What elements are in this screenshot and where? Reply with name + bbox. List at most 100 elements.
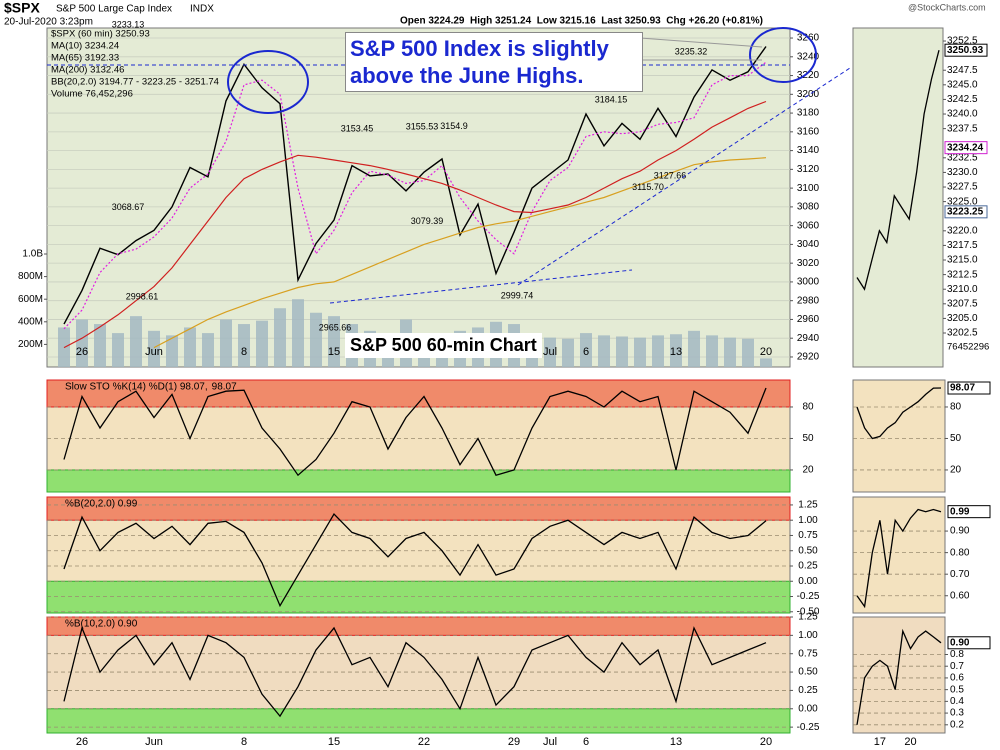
- y-tick-label: 3220.0: [947, 225, 978, 236]
- price-label: 3235.32: [675, 47, 708, 57]
- indicator-title: Slow STO %K(14) %D(1) 98.07,: [65, 382, 208, 393]
- price-line: [63, 100, 767, 349]
- y-tick-label: 3247.5: [947, 65, 978, 76]
- y-tick-label: 3140: [797, 145, 820, 156]
- panels: 2920294029602980300030203040306030803100…: [18, 20, 991, 748]
- volume-bar: [760, 358, 772, 367]
- volume-bar: [706, 335, 718, 367]
- volume-bar: [742, 338, 754, 367]
- y2-tick-label: 600M: [18, 294, 43, 305]
- volume-bar: [616, 336, 628, 367]
- panel-background: [852, 496, 946, 614]
- y-tick-label: 0.5: [950, 684, 964, 695]
- volume-bar: [580, 333, 592, 367]
- volume-bar: [256, 320, 268, 367]
- y2-tick-label: 800M: [18, 271, 43, 282]
- y-tick-label: 0.90: [950, 526, 970, 537]
- indicator-line: [63, 625, 767, 718]
- y-tick-label: 0.75: [798, 530, 818, 541]
- volume-bar: [328, 316, 340, 367]
- panel-background: [852, 27, 944, 368]
- indicator-line: [856, 50, 940, 291]
- volume-value: 76452296: [947, 342, 989, 353]
- value-tag: [947, 381, 991, 395]
- volume-bar: [94, 324, 106, 367]
- y-tick-label: 3240: [797, 51, 820, 62]
- price-label: 3127.66: [654, 171, 687, 181]
- price-label: 2965.66: [319, 323, 352, 333]
- volume-bar: [310, 312, 322, 367]
- y-tick-label: 3232.5: [947, 152, 978, 163]
- y-tick-label: 3207.5: [947, 298, 978, 309]
- price-label: 3115.70: [632, 182, 664, 192]
- y-tick-label: 3202.5: [947, 328, 978, 339]
- value-tag-label: 0.90: [950, 637, 970, 648]
- y-tick-label: 1.25: [798, 500, 818, 511]
- volume-bar: [562, 338, 574, 367]
- indicator-line: [63, 387, 767, 477]
- y-tick-label: 0.2: [950, 719, 964, 730]
- x-tick-label: 26: [76, 736, 88, 748]
- oversold-band: [46, 469, 791, 493]
- y-tick-label: 3212.5: [947, 269, 978, 280]
- quote: Open 3224.29 High 3251.24 Low 3215.16 La…: [400, 16, 763, 27]
- y-tick-label: 3230.0: [947, 167, 978, 178]
- volume-bar: [724, 337, 736, 367]
- credit: @StockCharts.com: [908, 2, 986, 12]
- x-tick-label: 8: [241, 736, 247, 748]
- price-line: [153, 157, 767, 349]
- volume-bar: [688, 330, 700, 367]
- legend-entry: MA(65) 3192.33: [51, 53, 119, 64]
- y-tick-label: 50: [950, 433, 962, 444]
- volume-bar: [184, 327, 196, 367]
- y-tick-label: 3217.5: [947, 240, 978, 251]
- y-tick-label: 3205.0: [947, 313, 978, 324]
- y-tick-label: 3210.0: [947, 284, 978, 295]
- price-label: 3068.67: [112, 202, 145, 212]
- volume-bar: [112, 333, 124, 367]
- volume-bar: [130, 316, 142, 367]
- value-tag-label: 3250.93: [947, 45, 984, 56]
- exchange: INDX: [190, 4, 214, 15]
- y-tick-label: 3220: [797, 70, 820, 81]
- y-tick-label: 80: [950, 402, 962, 413]
- overbought-band: [46, 616, 791, 636]
- volume-bar: [652, 335, 664, 367]
- annotation: S&P 500 Index is slightly above the June…: [345, 32, 643, 92]
- y-tick-label: 0.8: [950, 649, 964, 660]
- oversold-band: [46, 580, 791, 614]
- volume-bar: [148, 330, 160, 367]
- y-tick-label: 3120: [797, 164, 820, 175]
- y-tick-label: 2960: [797, 314, 820, 325]
- price-label: 2998.61: [126, 292, 159, 302]
- legend-entry: BB(20,2.0) 3194.77 - 3223.25 - 3251.74: [51, 77, 219, 88]
- legend-entry: MA(200) 3132.46: [51, 65, 124, 76]
- volume-bar: [166, 335, 178, 367]
- value-tag: [947, 636, 991, 650]
- price-label: 3184.15: [595, 95, 628, 105]
- y-tick-label: 3080: [797, 202, 820, 213]
- x-tick-label: 29: [508, 736, 520, 748]
- y-tick-label: 0.50: [798, 545, 818, 556]
- y-tick-label: 0.80: [950, 547, 970, 558]
- y-tick-label: 3180: [797, 108, 820, 119]
- y-tick-label: 0.25: [798, 561, 818, 572]
- indicator-line: [856, 508, 942, 609]
- volume-bar: [670, 334, 682, 367]
- y-tick-label: -0.50: [797, 606, 820, 617]
- price-line: [63, 46, 767, 325]
- x-tick-label: 20: [904, 736, 916, 748]
- y-tick-label: -0.25: [797, 722, 820, 733]
- caption: S&P 500 60-min Chart: [345, 333, 542, 358]
- x-tick-label: 13: [670, 736, 682, 748]
- volume-bar: [238, 324, 250, 367]
- indicator-value: 98.07: [212, 382, 237, 393]
- volume-bar: [598, 335, 610, 367]
- x-tick-label: 8: [241, 346, 247, 358]
- y-tick-label: 0.70: [950, 569, 970, 580]
- y-tick-label: 20: [950, 465, 962, 476]
- volume-bar: [202, 333, 214, 367]
- value-tag: [947, 505, 991, 519]
- y-tick-label: 0.7: [950, 661, 964, 672]
- y-tick-label: 0.00: [798, 576, 818, 587]
